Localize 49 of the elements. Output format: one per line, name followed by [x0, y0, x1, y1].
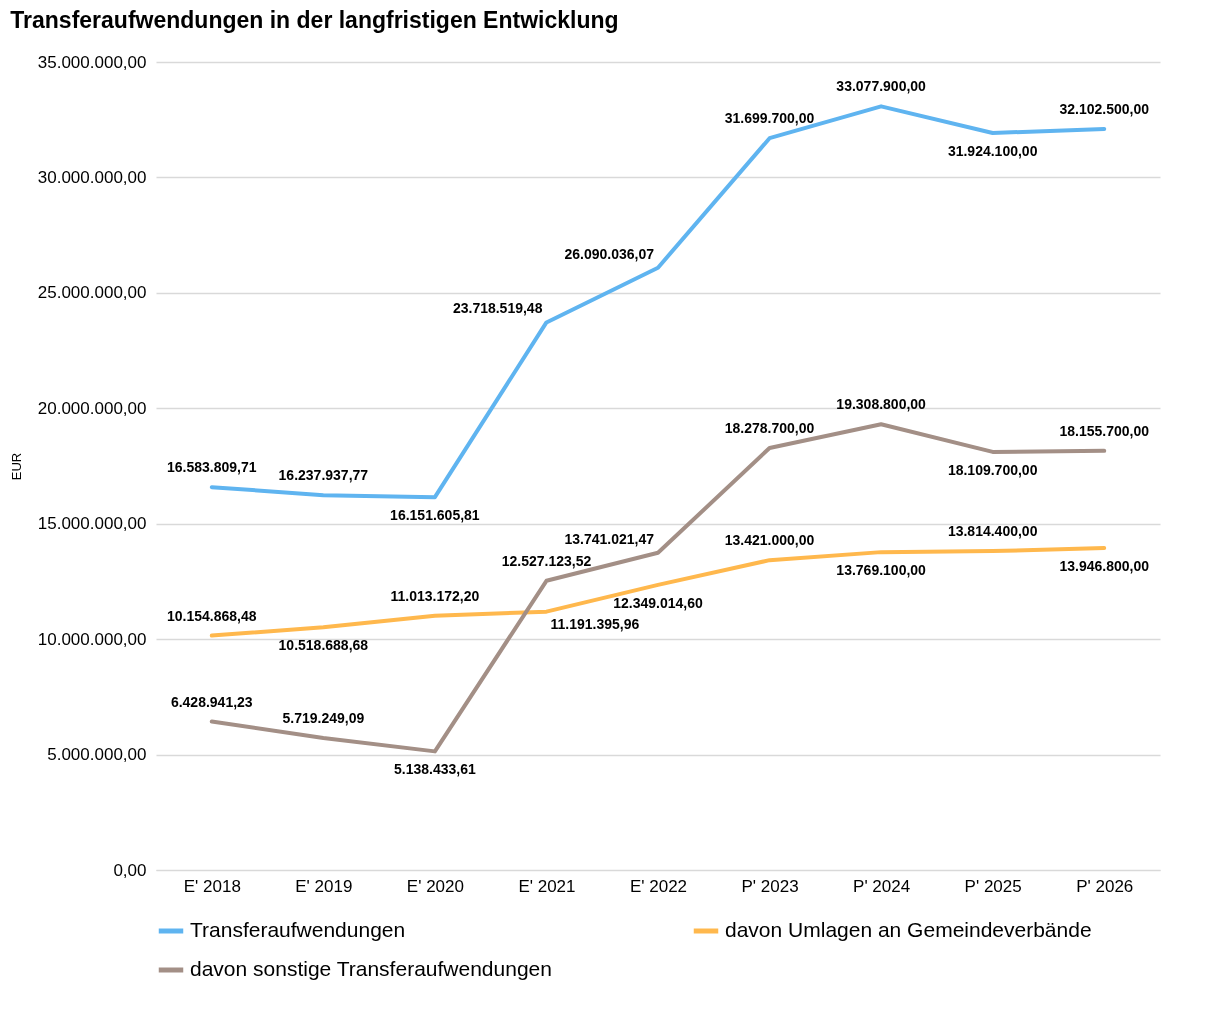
data-label: 16.583.809,71 [167, 459, 257, 476]
data-label: 13.741.021,47 [564, 530, 655, 547]
x-tick-label: P' 2024 [853, 876, 911, 896]
x-tick-label: P' 2025 [964, 876, 1022, 896]
data-label: 13.946.800,00 [1059, 558, 1150, 575]
x-tick-label: E' 2019 [295, 876, 353, 896]
data-label: 5.719.249,09 [282, 709, 365, 726]
data-label: 13.421.000,00 [724, 532, 815, 549]
data-label: 18.109.700,00 [947, 461, 1038, 478]
data-label: 11.191.395,96 [550, 615, 640, 632]
data-label: 16.237.937,77 [278, 467, 369, 484]
data-label: 19.308.800,00 [836, 396, 927, 413]
y-tick-label: 30.000.000,00 [37, 167, 147, 187]
legend-label: davon Umlagen an Gemeindeverbände [725, 918, 1092, 941]
data-label: 33.077.900,00 [836, 78, 927, 95]
data-label: 6.428.941,23 [170, 693, 253, 710]
data-label: 18.155.700,00 [1059, 422, 1150, 439]
x-tick-label: E' 2021 [518, 876, 576, 896]
x-tick-label: P' 2023 [741, 876, 799, 896]
data-label: 16.151.605,81 [390, 507, 480, 524]
y-axis-title: EUR [8, 452, 24, 481]
x-tick-label: P' 2026 [1076, 876, 1134, 896]
x-tick-label: E' 2020 [406, 876, 464, 896]
data-label: 5.138.433,61 [394, 761, 476, 778]
data-label: 11.013.172,20 [390, 587, 480, 604]
data-label: 13.814.400,00 [947, 523, 1038, 540]
chart-title: Transferaufwendungen in der langfristigen Entwicklung [10, 7, 619, 33]
data-label: 31.699.700,00 [724, 110, 815, 127]
x-tick-label: E' 2022 [629, 876, 688, 896]
data-label: 23.718.519,48 [452, 300, 543, 317]
data-label: 12.349.014,60 [613, 594, 703, 611]
y-tick-label: 10.000.000,00 [37, 629, 147, 649]
y-tick-label: 20.000.000,00 [37, 398, 147, 418]
data-label: 18.278.700,00 [724, 420, 815, 437]
data-label: 10.518.688,68 [278, 637, 369, 654]
data-label: 32.102.500,00 [1059, 100, 1150, 117]
y-tick-label: 25.000.000,00 [37, 283, 147, 303]
legend-label: Transferaufwendungen [190, 918, 406, 941]
y-tick-label: 0,00 [113, 860, 147, 880]
data-label: 12.527.123,52 [501, 552, 592, 569]
data-label: 31.924.100,00 [947, 143, 1038, 160]
x-tick-label: E' 2018 [183, 876, 241, 896]
data-label: 26.090.036,07 [564, 245, 655, 262]
data-label: 13.769.100,00 [836, 562, 927, 579]
y-tick-label: 5.000.000,00 [47, 745, 147, 765]
y-tick-label: 35.000.000,00 [37, 52, 147, 72]
y-tick-label: 15.000.000,00 [37, 514, 147, 534]
legend-label: davon sonstige Transferaufwendungen [190, 957, 552, 980]
data-label: 10.154.868,48 [167, 607, 257, 624]
